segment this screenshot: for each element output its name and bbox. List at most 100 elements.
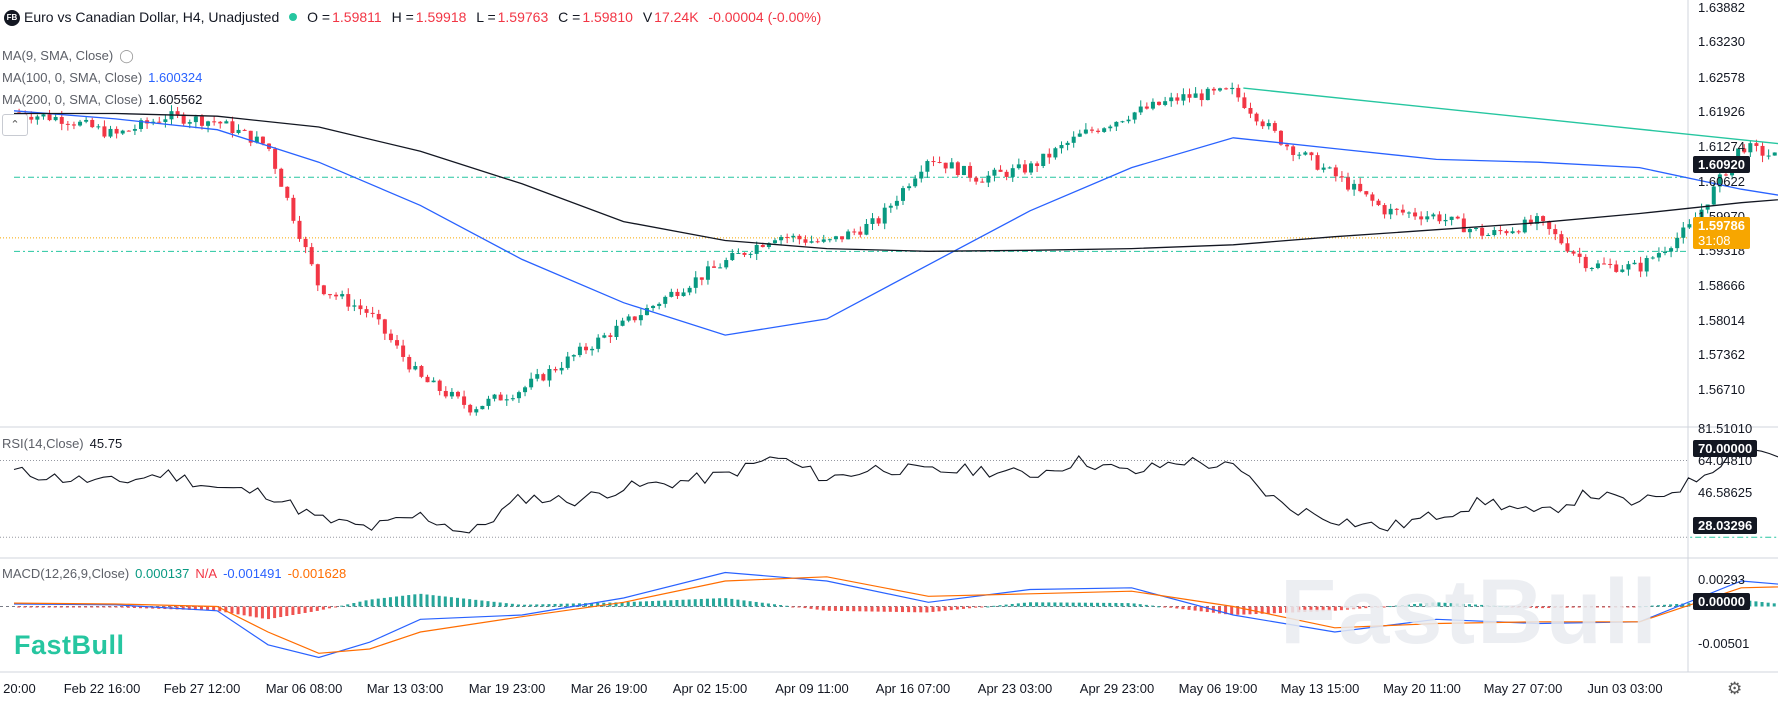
macd-histogram-bar [382, 597, 386, 607]
macd-tick: -0.00501 [1698, 636, 1750, 651]
ma200-legend[interactable]: MA(200, 0, SMA, Close) 1.605562 [2, 92, 208, 107]
macd-histogram-bar [248, 606, 252, 617]
candle-body [1059, 145, 1064, 149]
macd-histogram-bar [998, 605, 1002, 607]
candle-body [644, 308, 649, 316]
macd-histogram-bar [1760, 602, 1764, 607]
candle-body [1571, 251, 1576, 254]
candle-body [1766, 155, 1771, 157]
candle-body [565, 356, 570, 368]
macd-histogram-bar [1022, 602, 1026, 607]
candle-body [541, 374, 546, 381]
candle-body [1394, 208, 1399, 210]
candle-body [321, 285, 326, 295]
candle-body [358, 305, 363, 310]
macd-histogram-bar [1504, 606, 1508, 608]
candle-body [1053, 148, 1058, 158]
eye-hidden-icon[interactable]: ◯ [119, 48, 134, 63]
macd-histogram-bar [303, 606, 307, 613]
time-tick: Mar 26 19:00 [570, 681, 648, 696]
macd-histogram-bar [547, 604, 551, 607]
ohlc-o-label: O = [307, 9, 331, 25]
candle-body [35, 116, 40, 120]
candle-body [157, 121, 162, 123]
macd-histogram-bar [1541, 606, 1545, 609]
macd-histogram-bar [1577, 606, 1581, 608]
macd-histogram-bar [480, 600, 484, 607]
ma200-label: MA(200, 0, SMA, Close) [2, 92, 143, 107]
candle-body [498, 394, 503, 401]
candle-body [1425, 216, 1430, 220]
macd-histogram-bar [1187, 606, 1191, 610]
macd-histogram-bar [297, 606, 301, 614]
macd-histogram-bar [1102, 602, 1106, 607]
candle-body [474, 409, 479, 413]
macd-histogram-bar [1608, 606, 1612, 608]
macd-histogram-bar [126, 606, 130, 608]
macd-histogram-bar [516, 604, 520, 607]
time-tick: Feb 22 16:00 [63, 681, 141, 696]
candle-body [1029, 163, 1034, 173]
candle-body [1376, 200, 1381, 206]
candle-body [1272, 123, 1277, 131]
macd-histogram-bar [1431, 602, 1435, 607]
ma100-legend[interactable]: MA(100, 0, SMA, Close) 1.600324 [2, 70, 208, 85]
candle-body [1577, 253, 1582, 257]
macd-histogram-bar [1236, 606, 1240, 615]
candle-body [1565, 243, 1570, 252]
candle-body [657, 303, 662, 306]
macd-histogram-bar [1364, 606, 1368, 609]
macd-histogram-bar [1413, 604, 1417, 607]
macd-histogram-bar [267, 606, 271, 620]
macd-histogram-bar [675, 599, 679, 607]
macd-histogram-bar [474, 599, 478, 607]
macd-histogram-bar [1553, 606, 1557, 608]
macd-histogram-bar [1181, 606, 1185, 610]
macd-histogram-bar [84, 606, 88, 608]
macd-histogram-bar [907, 606, 911, 613]
ma9-legend[interactable]: MA(9, SMA, Close) ◯ [2, 48, 140, 64]
macd-histogram-bar [364, 600, 368, 607]
collapse-legend-button[interactable]: ⌃ [2, 114, 28, 136]
macd-histogram-bar [468, 599, 472, 607]
macd-histogram-bar [742, 600, 746, 607]
macd-histogram-bar [1157, 606, 1161, 608]
market-open-dot-icon [289, 13, 298, 21]
rsi-legend[interactable]: RSI(14,Close) 45.75 [2, 436, 128, 451]
candle-body [1236, 87, 1241, 98]
macd-histogram-bar [687, 599, 691, 607]
candle-body [114, 128, 119, 134]
candle-body [791, 235, 796, 238]
candle-body [852, 231, 857, 233]
macd-legend[interactable]: MACD(12,26,9,Close) 0.000137 N/A -0.001491-… [2, 566, 352, 581]
macd-histogram-bar [1498, 605, 1502, 607]
candle-body [833, 236, 838, 240]
macd-histogram-bar [1254, 606, 1258, 615]
price-tick: 1.63230 [1698, 34, 1745, 49]
candle-body [1620, 269, 1625, 272]
candle-body [1510, 231, 1515, 234]
macd-histogram-bar [407, 595, 411, 607]
ohlc-close: 1.59810 [582, 9, 633, 25]
time-tick: May 27 07:00 [1483, 681, 1563, 696]
macd-histogram-bar [1138, 604, 1142, 607]
macd-histogram-bar [1437, 602, 1441, 607]
macd-histogram-bar [541, 604, 545, 607]
candle-body [1242, 97, 1247, 108]
macd-histogram-bar [1285, 606, 1289, 613]
macd-histogram-bar [1602, 606, 1606, 608]
candle-body [571, 355, 576, 357]
macd-histogram-bar [766, 603, 770, 607]
price-tick: 1.61926 [1698, 104, 1745, 119]
candle-body [1547, 220, 1552, 230]
candle-body [693, 277, 698, 288]
macd-histogram-bar [1108, 602, 1112, 607]
gear-icon[interactable]: ⚙ [1727, 679, 1743, 698]
candle-body [535, 374, 540, 379]
macd-zero-tag: 0.00000 [1693, 593, 1750, 610]
rsi-70-tag: 70.00000 [1693, 440, 1758, 457]
candle-body [760, 245, 765, 248]
candle-body [1022, 164, 1027, 173]
macd-histogram-bar [1492, 605, 1496, 607]
